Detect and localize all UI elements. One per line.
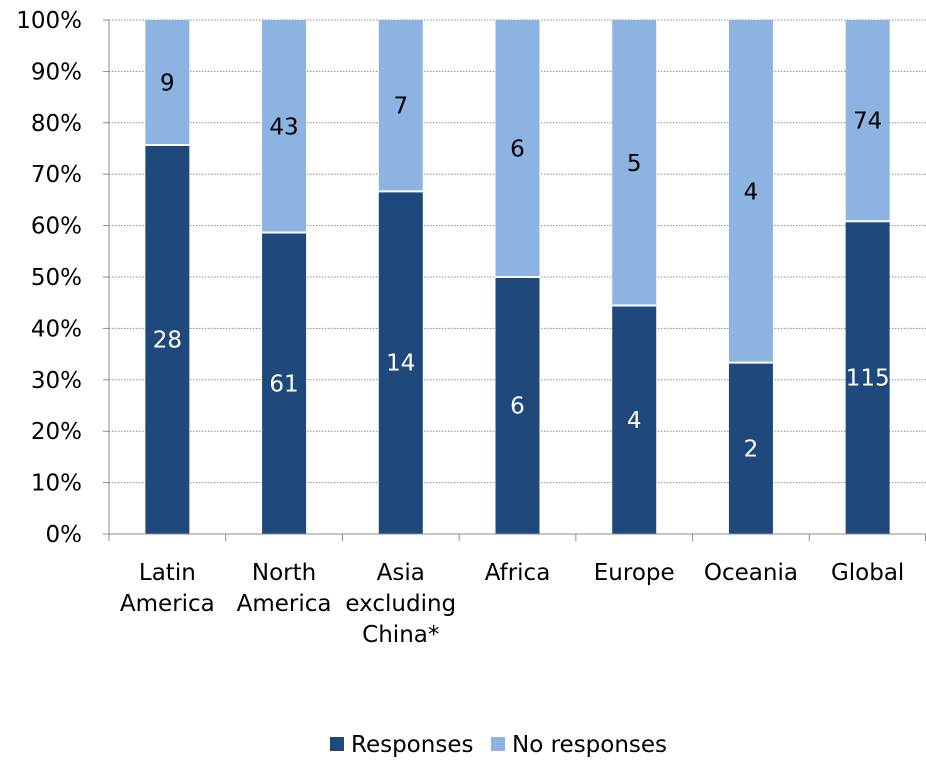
data-label-no-responses: 43 <box>269 114 298 140</box>
legend-swatch <box>330 737 344 751</box>
data-label-responses: 115 <box>846 366 890 392</box>
x-category-label: Europe <box>594 560 675 586</box>
x-category-label: China* <box>362 622 439 648</box>
y-tick-label: 0% <box>46 522 83 548</box>
data-label-no-responses: 6 <box>510 137 525 163</box>
bar-no-responses <box>845 20 890 222</box>
bar-responses <box>262 232 307 534</box>
data-label-no-responses: 5 <box>627 151 642 177</box>
data-label-responses: 28 <box>153 328 182 354</box>
data-label-responses: 61 <box>269 371 298 397</box>
axes: 0% 10% 20% 30% 40% 50% 60% 70% 80% 90% 100% Latin Am… <box>16 8 926 648</box>
data-label-responses: 2 <box>744 436 759 462</box>
data-label-responses: 14 <box>386 351 415 377</box>
legend: Responses No responses <box>330 732 667 758</box>
data-label-no-responses: 9 <box>160 71 175 97</box>
bar-responses <box>612 305 657 534</box>
y-tick-label: 80% <box>31 111 82 137</box>
bar-responses <box>495 277 540 534</box>
data-label-responses: 4 <box>627 408 642 434</box>
data-label-no-responses: 4 <box>744 179 759 205</box>
x-category-label: excluding <box>345 591 456 617</box>
x-category-label: Latin <box>139 560 196 586</box>
legend-swatch <box>491 737 505 751</box>
legend-label: No responses <box>512 732 667 758</box>
bar-no-responses <box>145 20 190 146</box>
bar-no-responses <box>495 20 540 277</box>
y-tick-label: 30% <box>31 368 82 394</box>
bar-no-responses <box>378 20 423 192</box>
y-tick-label: 60% <box>31 214 82 240</box>
bar-responses <box>378 191 423 535</box>
x-category-label: America <box>237 591 332 617</box>
data-labels: 28 9 61 43 14 7 6 6 4 5 2 4 115 74 <box>153 71 890 463</box>
bars <box>145 20 890 535</box>
y-tick-label: 50% <box>31 265 82 291</box>
bar-responses <box>845 221 890 535</box>
bar-no-responses <box>728 20 773 363</box>
y-tick-label: 20% <box>31 419 82 445</box>
bar-no-responses <box>262 20 307 233</box>
y-tick-label: 10% <box>31 471 82 497</box>
data-label-no-responses: 74 <box>853 109 882 135</box>
x-category-label: Asia <box>377 560 425 586</box>
y-tick-label: 40% <box>31 316 82 342</box>
legend-label: Responses <box>351 732 473 758</box>
y-tick-label: 90% <box>31 59 82 85</box>
bar-no-responses <box>612 20 657 306</box>
y-tick-label: 100% <box>16 8 82 34</box>
y-tick-label: 70% <box>31 162 82 188</box>
x-category-label: North <box>252 560 316 586</box>
x-category-label: America <box>120 591 215 617</box>
data-label-responses: 6 <box>510 394 525 420</box>
x-category-label: Africa <box>485 560 551 586</box>
x-category-label: Oceania <box>704 560 798 586</box>
data-label-no-responses: 7 <box>393 94 408 120</box>
x-category-label: Global <box>831 560 904 586</box>
bar-responses <box>728 362 773 534</box>
bar-responses <box>145 145 190 534</box>
